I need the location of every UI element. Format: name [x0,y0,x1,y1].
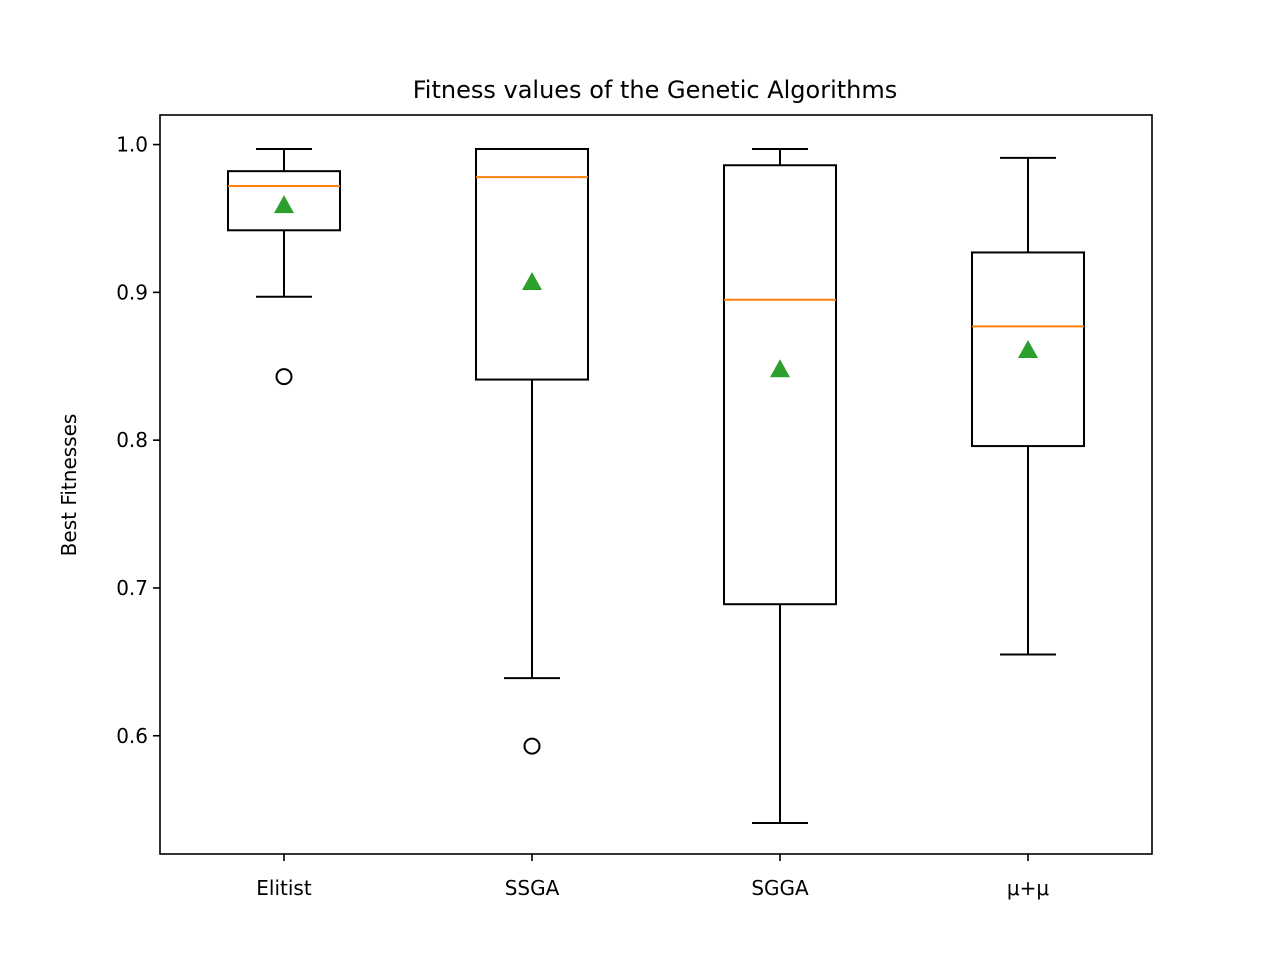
outlier-point [275,368,293,386]
mean-marker [522,272,542,291]
x-tick-label: μ+μ [1007,876,1049,900]
box-group [475,147,589,755]
chart-marks [227,147,1085,824]
mean-marker [1018,340,1038,359]
x-tick-label: SGGA [751,876,809,900]
chart-title: Fitness values of the Genetic Algorithms [413,76,898,104]
plot-area-frame [159,114,1153,855]
mean-marker [274,195,294,214]
box-group [723,147,837,824]
box-iqr [971,251,1085,448]
y-tick-label: 0.8 [116,428,148,452]
x-tick-label: SSGA [505,876,560,900]
box-group [227,147,341,386]
box-iqr [475,147,589,381]
y-tick-label: 0.7 [116,576,148,600]
y-tick-label: 0.9 [116,280,148,304]
mean-marker [770,359,790,378]
outlier-point [523,737,541,755]
box-iqr [723,164,837,606]
box-group [971,156,1085,656]
y-axis-ticks: 0.6 0.7 0.8 0.9 1.0 [116,133,160,748]
y-axis-label: Best Fitnesses [57,414,81,557]
y-tick-label: 0.6 [116,724,148,748]
box-iqr [227,170,341,232]
x-axis-ticks: Elitist SSGA SGGA μ+μ [256,854,1049,900]
y-tick-label: 1.0 [116,133,148,157]
x-tick-label: Elitist [256,876,312,900]
